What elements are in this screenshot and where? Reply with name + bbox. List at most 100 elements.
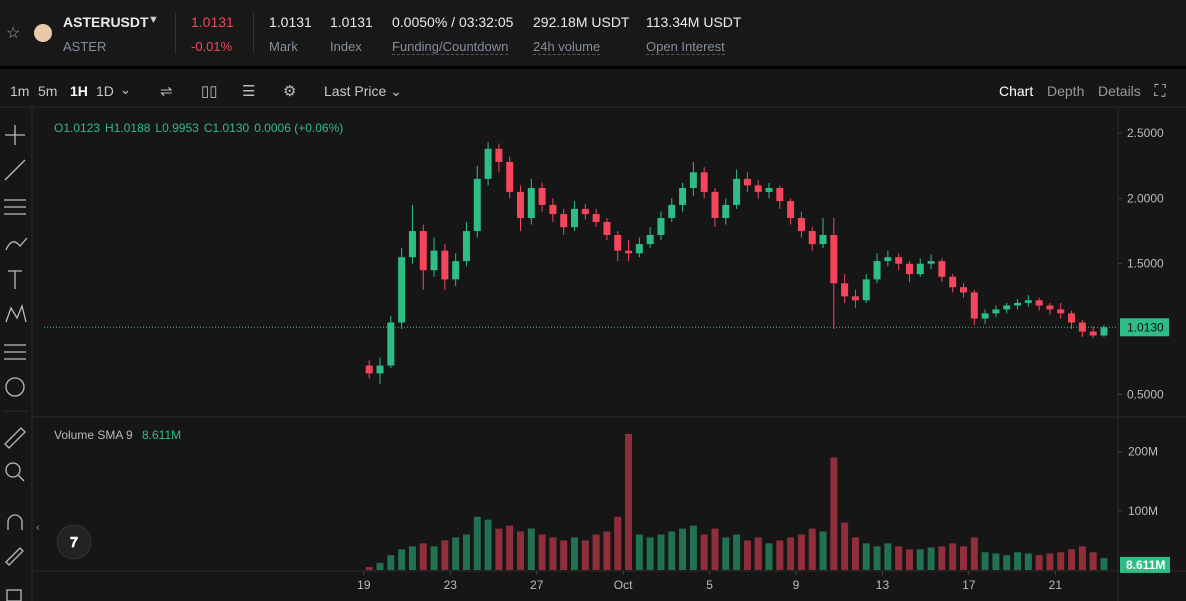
volume-bar (787, 537, 795, 570)
symbol-caret[interactable]: ▼ (148, 14, 159, 26)
price-type-label[interactable]: Last Price (324, 83, 387, 99)
candle-body (1046, 305, 1054, 310)
separator (253, 12, 254, 54)
volume-bar (722, 537, 730, 570)
volume-bar (819, 531, 827, 570)
candle-body (398, 257, 406, 323)
volume-bar (1078, 546, 1086, 570)
candle-body (927, 261, 935, 264)
stat-label: 24h volume (533, 39, 601, 55)
view-tab[interactable]: Details (1098, 83, 1141, 99)
candle-body (689, 172, 697, 188)
stat-value: 1.0131 (269, 14, 312, 30)
candle-body (776, 187, 784, 202)
volume-bar (754, 537, 762, 570)
volume-bar (1089, 552, 1097, 570)
last-price: 1.0131 (191, 14, 234, 30)
stat-label: Mark (269, 39, 298, 54)
volume-bar (830, 457, 838, 570)
candle-body (1068, 313, 1076, 323)
volume-bar (700, 534, 708, 570)
candle-body (603, 221, 611, 235)
candle-body (862, 279, 870, 301)
x-tick-label: 5 (706, 578, 713, 592)
volume-bar (549, 537, 557, 570)
volume-sma: 8.611M (142, 428, 181, 442)
volume-bar (916, 549, 924, 570)
volume-bar (862, 543, 870, 570)
candle-body (959, 287, 967, 293)
fullscreen[interactable]: ⛶ (1154, 83, 1166, 100)
candle-body (484, 148, 492, 179)
symbol[interactable]: ASTERUSDT (63, 14, 149, 30)
volume-bar (905, 549, 913, 570)
candle-body (970, 292, 978, 319)
candle-body (916, 263, 924, 275)
view-tab[interactable]: Depth (1047, 83, 1085, 99)
candle-body (808, 231, 816, 245)
candle-body (797, 218, 805, 232)
base-asset: ASTER (63, 39, 107, 54)
candle-body (581, 208, 589, 215)
candle-body (830, 234, 838, 284)
volume-bar (419, 543, 427, 570)
last-price-box (1120, 318, 1169, 337)
volume-bar (430, 546, 438, 570)
candle-body (657, 218, 665, 235)
legend-item: C1.0130 (204, 121, 250, 135)
candle-body (495, 148, 503, 162)
volume-bar (527, 528, 535, 570)
volume-bar (733, 534, 741, 570)
volume-bar (1014, 552, 1022, 570)
candle-body (527, 187, 535, 219)
interval[interactable]: 1m (10, 83, 30, 99)
volume-bar (776, 540, 784, 570)
candle-body (635, 244, 643, 254)
x-tick-label: 17 (962, 578, 976, 592)
volume-bar (1068, 549, 1076, 570)
drawing-tools[interactable] (4, 125, 28, 601)
toolbar-icon[interactable]: ⇌ (160, 83, 173, 100)
toolbar-icon[interactable]: ▯▯ (201, 83, 218, 100)
interval-caret[interactable]: ⌄ (120, 82, 131, 97)
tv-logo-text: 𝟕 (70, 534, 78, 550)
price-type[interactable]: Last Price ⌄ (324, 83, 402, 99)
volume-bar (581, 540, 589, 570)
candle-body (1024, 300, 1032, 303)
toolbar-icon[interactable]: ⚙ (283, 83, 297, 100)
volume-bar (1100, 558, 1108, 570)
collapse-arrow[interactable]: ‹ (36, 522, 40, 534)
candle-body (765, 187, 773, 192)
volume-bar (614, 516, 622, 570)
candle-body (884, 257, 892, 262)
candle-body (1100, 327, 1108, 336)
candle-body (1003, 305, 1011, 310)
stat-value: 113.34M USDT (646, 14, 742, 30)
volume-bar (851, 537, 859, 570)
volume-bar (538, 534, 546, 570)
favorite-star[interactable]: ☆ (6, 25, 21, 42)
volume-bar (841, 522, 849, 570)
candle-body (430, 250, 438, 271)
candle-body (549, 204, 557, 215)
candle-body (538, 187, 546, 205)
candle-body (743, 178, 751, 186)
candle-body (376, 365, 384, 374)
stat-value: 292.18M USDT (533, 14, 630, 30)
legend-item: L0.9953 (155, 121, 199, 135)
interval[interactable]: 5m (38, 83, 58, 99)
volume-bar (689, 525, 697, 570)
candle-body (949, 276, 957, 288)
view-tab[interactable]: Chart (999, 83, 1034, 99)
toolbar-icon[interactable]: ☰ (242, 83, 256, 100)
volume-bar (970, 537, 978, 570)
interval[interactable]: 1H (70, 83, 88, 99)
candle-body (592, 214, 600, 222)
candle-body (679, 187, 687, 205)
y-tick-label: 0.5000 (1127, 387, 1164, 401)
interval[interactable]: 1D (96, 83, 114, 99)
candle-body (1014, 302, 1022, 306)
ohlc-legend: O1.0123 H1.0188 L0.9953 C1.0130 0.0006 (+0.0… (54, 121, 343, 135)
